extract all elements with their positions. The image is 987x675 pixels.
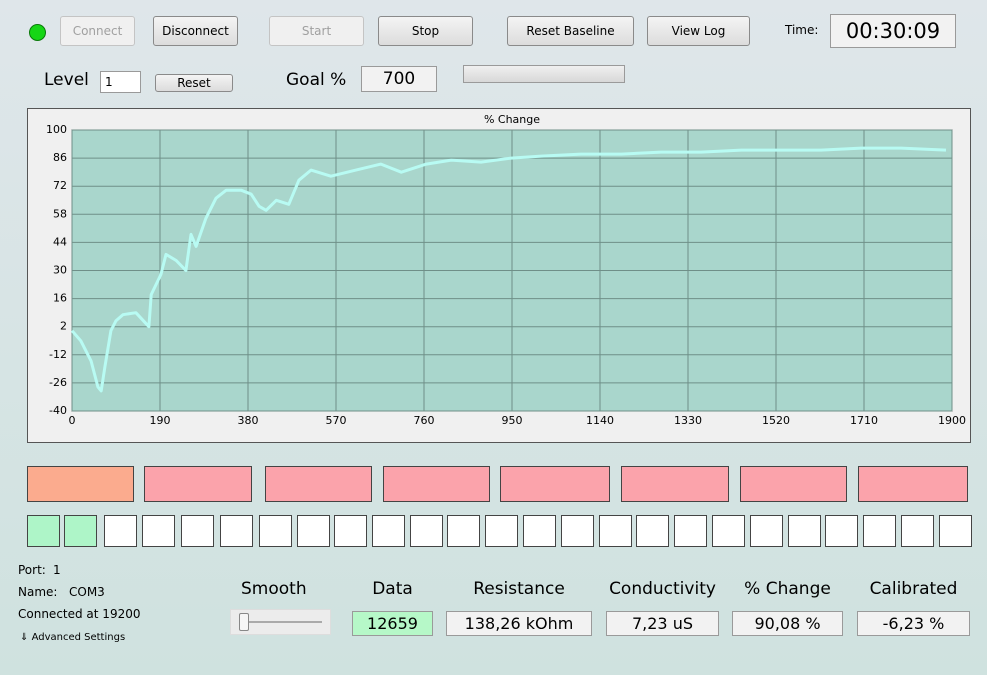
channel-indicator <box>750 515 783 547</box>
goal-input[interactable]: 700 <box>361 66 437 92</box>
channel-indicator <box>297 515 330 547</box>
y-tick-label: 16 <box>53 292 67 305</box>
x-tick-label: 380 <box>238 414 259 427</box>
y-tick-label: 72 <box>53 179 67 192</box>
readout-label: Calibrated <box>869 579 958 599</box>
x-tick-label: 570 <box>326 414 347 427</box>
slider-track <box>239 621 322 623</box>
channel-indicator <box>674 515 707 547</box>
y-tick-label: 30 <box>53 264 67 277</box>
y-tick-label: -40 <box>49 404 67 417</box>
y-tick-label: 86 <box>53 151 67 164</box>
channel-indicator <box>561 515 594 547</box>
view-log-button[interactable]: View Log <box>647 16 750 46</box>
sensor-indicator <box>265 466 372 502</box>
x-tick-label: 0 <box>69 414 76 427</box>
y-tick-label: -12 <box>49 348 67 361</box>
readout-label: % Change <box>744 579 831 599</box>
chevron: ⇓ <box>20 632 32 643</box>
port-value: 1 <box>53 563 61 577</box>
time-label: Time: <box>785 23 819 37</box>
channel-indicator <box>788 515 821 547</box>
port-label: Port: <box>18 563 46 577</box>
sensor-indicator <box>383 466 490 502</box>
status-led <box>29 24 46 41</box>
level-label: Level <box>44 70 89 90</box>
channel-indicator <box>712 515 745 547</box>
channel-indicator <box>27 515 60 547</box>
channel-indicator <box>104 515 137 547</box>
disconnect-button[interactable]: Disconnect <box>153 16 238 46</box>
readout-label: Resistance <box>473 579 565 599</box>
x-tick-label: 1140 <box>586 414 614 427</box>
sensor-indicator <box>858 466 968 502</box>
sensor-indicator <box>621 466 729 502</box>
x-tick-label: 1710 <box>850 414 878 427</box>
time-display: 00:30:09 <box>830 14 956 48</box>
channel-indicator <box>142 515 175 547</box>
readout-value: 90,08 % <box>732 611 843 636</box>
smooth-label: Smooth <box>241 579 307 599</box>
advanced-settings-label: Advanced Settings <box>31 632 126 643</box>
readout-label: Data <box>372 579 413 599</box>
reset-baseline-button[interactable]: Reset Baseline <box>507 16 634 46</box>
readout-value: 7,23 uS <box>606 611 719 636</box>
y-tick-label: 44 <box>53 235 67 248</box>
channel-indicator <box>523 515 556 547</box>
channel-indicator <box>636 515 669 547</box>
stop-button[interactable]: Stop <box>378 16 473 46</box>
channel-indicator <box>447 515 480 547</box>
x-tick-label: 950 <box>502 414 523 427</box>
x-tick-label: 1520 <box>762 414 790 427</box>
connection-status: Connected at 19200 <box>18 607 141 621</box>
goal-label: Goal % <box>286 70 347 90</box>
channel-indicator <box>939 515 972 547</box>
channel-indicator <box>220 515 253 547</box>
channel-indicator <box>901 515 934 547</box>
channel-indicator <box>181 515 214 547</box>
data-line <box>70 146 947 393</box>
y-tick-label: 100 <box>46 123 67 136</box>
sensor-indicator <box>500 466 610 502</box>
name-label: Name: <box>18 585 58 599</box>
chart-panel: % Change -40 -26 -12 2 16 30 44 58 72 86 100 0 190 380… <box>27 108 971 443</box>
channel-indicator <box>334 515 367 547</box>
channel-indicator <box>485 515 518 547</box>
advanced-settings[interactable]: ⇓ Advanced Settings <box>20 632 125 643</box>
channel-indicator <box>863 515 896 547</box>
chart-title: % Change <box>484 113 540 126</box>
level-input[interactable]: 1 <box>100 71 141 93</box>
channel-indicator <box>259 515 292 547</box>
y-tick-label: -26 <box>49 376 67 389</box>
level-reset-button[interactable]: Reset <box>155 74 233 92</box>
x-tick-label: 190 <box>150 414 171 427</box>
connect-button[interactable]: Connect <box>60 16 135 46</box>
sensor-indicator <box>27 466 134 502</box>
name-value: COM3 <box>69 585 105 599</box>
x-tick-label: 1330 <box>674 414 702 427</box>
progress-bar <box>463 65 625 83</box>
channel-indicator <box>410 515 443 547</box>
x-tick-label: 1900 <box>938 414 966 427</box>
readout-value: 12659 <box>352 611 433 636</box>
readout-value: 138,26 kOhm <box>446 611 592 636</box>
channel-indicator <box>599 515 632 547</box>
readout-label: Conductivity <box>609 579 716 599</box>
readout-value: -6,23 % <box>857 611 970 636</box>
x-tick-label: 760 <box>414 414 435 427</box>
y-tick-label: 58 <box>53 207 67 220</box>
smooth-slider[interactable] <box>230 609 331 635</box>
channel-indicator <box>372 515 405 547</box>
y-tick-label: 2 <box>60 320 67 333</box>
sensor-indicator <box>144 466 252 502</box>
start-button[interactable]: Start <box>269 16 364 46</box>
sensor-indicator <box>740 466 847 502</box>
chart: % Change -40 -26 -12 2 16 30 44 58 72 86 100 0 190 380… <box>46 113 966 427</box>
channel-indicator <box>825 515 858 547</box>
slider-thumb[interactable] <box>239 613 249 631</box>
channel-indicator <box>64 515 97 547</box>
